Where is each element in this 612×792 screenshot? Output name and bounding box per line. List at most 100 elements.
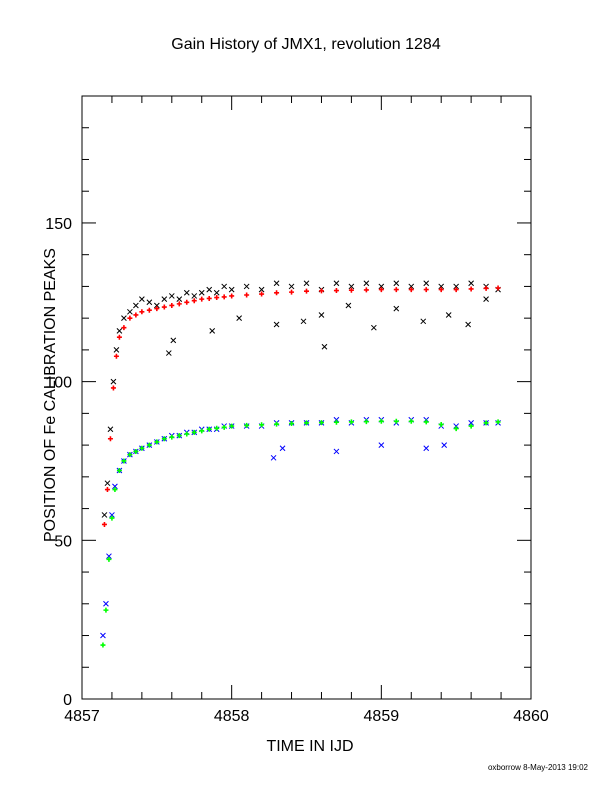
y-tick-label: 50: [54, 533, 72, 550]
data-point-series-4: [453, 426, 459, 432]
data-point-series-1: [393, 280, 400, 287]
x-axis-label: TIME IN IJD: [266, 738, 354, 755]
data-point-series-2: [229, 293, 235, 299]
axis-ticks: [81, 95, 532, 700]
data-point-series-2: [107, 436, 113, 442]
data-point-series-4: [393, 418, 399, 424]
data-point-series-1: [393, 305, 400, 312]
data-point-series-4: [103, 607, 109, 613]
data-point-series-1: [127, 308, 133, 315]
data-point-series-2: [154, 306, 160, 312]
data-point-series-3: [279, 445, 286, 452]
data-point-series-1: [468, 280, 474, 287]
data-point-series-2: [304, 288, 309, 294]
data-point-series-2: [116, 334, 122, 340]
data-point-series-4: [133, 448, 139, 454]
data-point-series-2: [483, 285, 489, 291]
data-point-series-1: [483, 296, 489, 302]
data-point-series-1: [110, 378, 117, 385]
data-point-series-2: [393, 287, 399, 293]
data-point-series-2: [133, 312, 139, 318]
data-point-series-3: [103, 600, 109, 607]
data-point-series-2: [121, 325, 127, 331]
data-point-series-4: [121, 458, 127, 464]
data-point-series-1: [273, 321, 280, 328]
data-point-series-1: [104, 480, 111, 487]
data-point-series-2: [176, 301, 182, 307]
data-point-series-1: [300, 318, 307, 325]
data-point-series-1: [321, 343, 328, 350]
data-point-series-1: [209, 327, 216, 334]
data-point-series-2: [169, 302, 175, 308]
data-point-series-2: [244, 292, 250, 298]
data-point-series-3: [109, 512, 115, 518]
data-point-series-4: [244, 422, 250, 428]
data-point-series-2: [438, 287, 444, 293]
data-point-series-2: [363, 287, 369, 293]
data-point-series-4: [154, 439, 160, 445]
data-point-series-4: [378, 418, 384, 424]
data-point-series-1: [113, 347, 120, 353]
data-point-series-3: [112, 483, 118, 490]
data-point-series-4: [348, 419, 354, 425]
data-point-series-2: [101, 521, 107, 527]
data-point-series-1: [420, 318, 427, 325]
data-point-series-4: [483, 420, 489, 426]
data-point-series-2: [199, 296, 205, 302]
axis-tick-labels: 4857 4858 4859 4860 0 50 100 150: [45, 216, 549, 725]
data-point-series-2: [378, 287, 384, 293]
plot-frame: [81, 95, 532, 700]
data-point-series-1: [107, 426, 114, 433]
data-point-series-1: [438, 283, 445, 290]
data-point-series-2: [214, 295, 220, 301]
x-tick-label: 4859: [364, 708, 400, 725]
data-point-series-2: [274, 290, 280, 296]
data-point-series-1: [363, 280, 370, 287]
y-tick-label: 150: [45, 216, 72, 233]
data-point-series-2: [110, 385, 116, 391]
data-point-series-2: [206, 295, 212, 301]
data-point-series-1: [206, 286, 213, 293]
data-point-series-4: [184, 431, 190, 437]
data-point-series-4: [116, 467, 122, 473]
data-point-series-4: [169, 434, 175, 440]
data-point-series-2: [113, 353, 119, 359]
data-point-series-4: [191, 429, 197, 435]
data-point-series-1: [333, 280, 340, 287]
footer-credit: oxborrow 8-May-2013 19:02: [487, 763, 588, 772]
data-point-series-3: [441, 442, 448, 448]
x-tick-label: 4858: [214, 708, 250, 725]
data-point-series-4: [423, 419, 429, 425]
data-point-series-4: [259, 422, 265, 428]
data-point-series-2: [191, 298, 197, 304]
data-point-series-2: [127, 315, 133, 321]
data-point-series-3: [100, 632, 106, 639]
data-point-series-4: [206, 426, 212, 432]
data-point-series-1: [258, 286, 265, 293]
data-point-series-4: [438, 421, 444, 427]
data-point-series-1: [273, 280, 280, 287]
data-point-series-1: [176, 296, 183, 302]
data-point-series-4: [229, 423, 235, 429]
data-point-series-2: [221, 294, 227, 300]
data-points: [100, 280, 501, 648]
y-axis-label: POSITION OF Fe CALIBRATION PEAKS: [42, 248, 59, 542]
data-point-series-4: [408, 418, 414, 424]
data-point-series-1: [101, 512, 108, 518]
data-point-series-4: [495, 419, 501, 425]
y-tick-label: 100: [45, 375, 72, 392]
data-point-series-1: [236, 315, 243, 322]
data-point-series-2: [408, 287, 414, 293]
data-point-series-1: [116, 327, 123, 334]
data-point-series-1: [146, 299, 153, 306]
data-point-series-1: [408, 283, 415, 290]
chart-title: Gain History of JMX1, revolution 1284: [171, 36, 441, 53]
data-point-series-3: [453, 423, 460, 429]
data-point-series-2: [139, 309, 145, 315]
data-point-series-2: [146, 307, 152, 313]
data-point-series-4: [214, 425, 220, 431]
data-point-series-4: [146, 442, 152, 448]
data-point-series-1: [213, 289, 220, 296]
data-point-series-3: [333, 416, 340, 423]
